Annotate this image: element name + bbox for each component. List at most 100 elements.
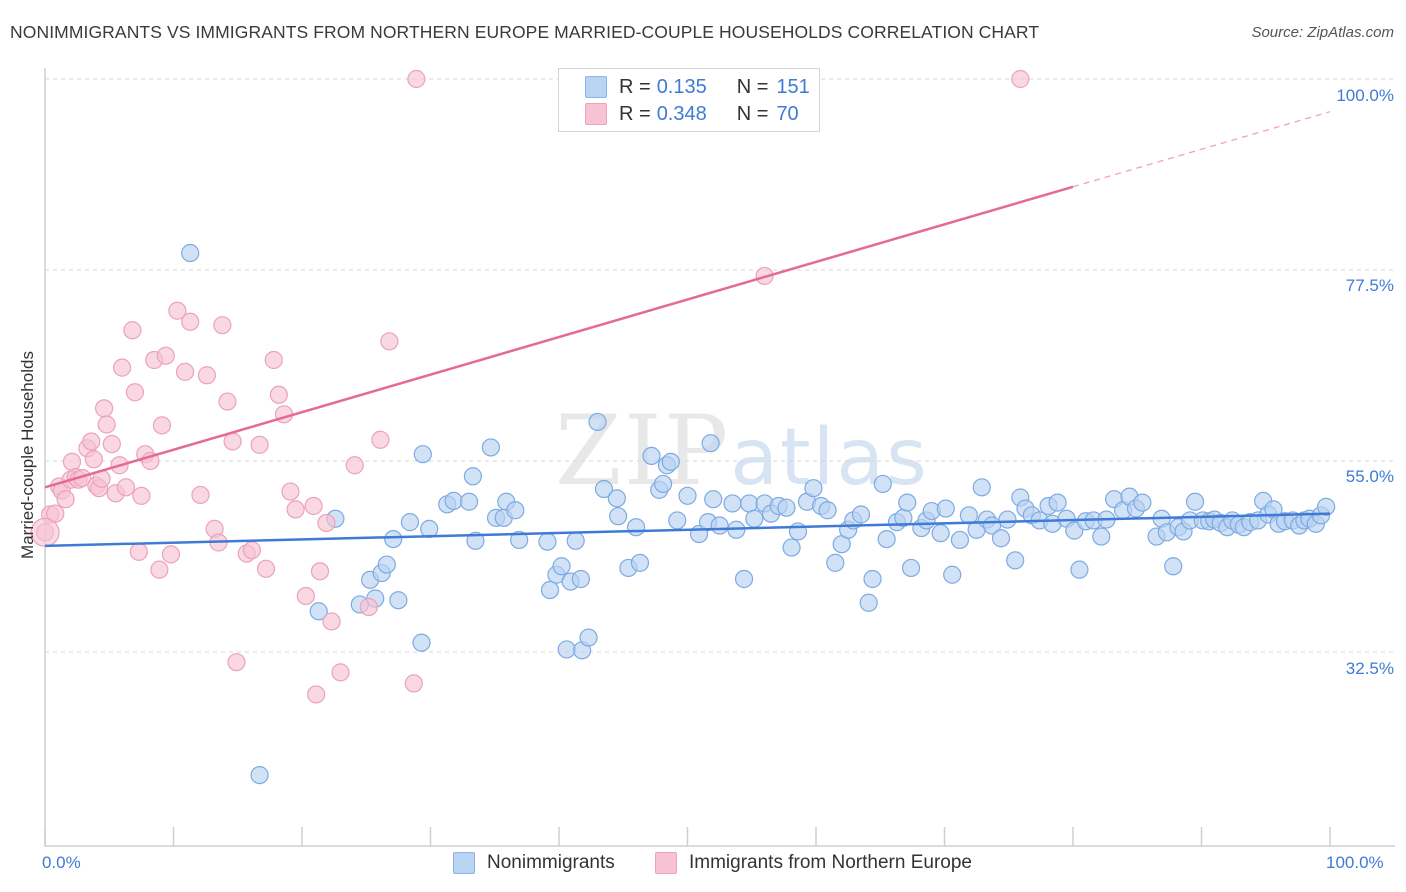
nonimmigrant-point	[481, 438, 500, 457]
immigrant-point	[116, 478, 136, 497]
nonimmigrant-point	[510, 530, 529, 550]
legend-item-immigrants[interactable]: Immigrants from Northern Europe	[655, 852, 972, 874]
nonimmigrant-point	[1092, 527, 1111, 546]
immigrant-point	[56, 490, 75, 509]
immigrant-point	[345, 456, 364, 475]
legend-label-immigrants: Immigrants from Northern Europe	[689, 852, 972, 873]
immigrant-point	[371, 430, 390, 449]
nonimmigrant-point	[463, 467, 483, 486]
immigrant-cluster-point	[30, 517, 60, 547]
immigrant-point	[97, 415, 116, 434]
nonimmigrant-point	[734, 569, 754, 589]
immigrant-point	[213, 316, 232, 335]
nonimmigrant-point	[506, 501, 525, 520]
nonimmigrant-point	[1185, 492, 1205, 511]
nonimmigrant-point	[863, 569, 882, 589]
immigrant-point	[227, 653, 246, 672]
nonimmigrant-point	[873, 474, 892, 494]
nonimmigrant-point	[701, 434, 720, 453]
nonimmigrant-point	[745, 509, 764, 528]
immigrant-point	[84, 450, 103, 469]
nonimmigrant-point	[413, 445, 432, 464]
nonimmigrant-point	[851, 505, 871, 524]
immigrant-point	[102, 434, 121, 454]
immigrant-point	[218, 392, 237, 411]
nonimmigrant-point	[777, 498, 796, 517]
nonimmigrant-trendline	[44, 512, 1331, 548]
chart-title: NONIMMIGRANTS VS IMMIGRANTS FROM NORTHER…	[10, 22, 1040, 42]
y-tick-77-5: 77.5%	[1345, 276, 1394, 295]
nonimmigrant-point	[901, 558, 921, 578]
source-label: Source: ZipAtlas.com	[1251, 24, 1394, 41]
nonimmigrant-point	[1164, 557, 1183, 576]
nonimmigrant-point	[1133, 493, 1152, 512]
legend-swatch-blue	[585, 76, 607, 98]
immigrant-point	[156, 346, 175, 365]
immigrant-point	[331, 663, 350, 682]
immigrant-point	[322, 612, 341, 631]
nonimmigrant-point	[607, 489, 626, 508]
nonimmigrant-point	[579, 628, 598, 647]
legend-r-label: R =	[619, 102, 651, 125]
y-axis-label: Married-couple Households	[18, 351, 37, 559]
legend-swatch-pink	[655, 852, 677, 874]
nonimmigrant-point	[936, 499, 955, 518]
nonimmigrant-point	[653, 474, 673, 494]
nonimmigrant-point	[309, 602, 328, 621]
immigrant-point	[191, 485, 210, 505]
nonimmigrant-point	[400, 513, 420, 532]
nonimmigrant-point	[877, 529, 896, 549]
nonimmigrant-point	[950, 530, 970, 550]
immigrant-point	[62, 452, 82, 471]
nonimmigrant-point	[630, 553, 650, 572]
nonimmigrant-point	[710, 516, 729, 535]
nonimmigrant-point	[1317, 497, 1336, 516]
immigrant-point	[197, 366, 217, 385]
nonimmigrant-point	[804, 479, 823, 498]
nonimmigrant-point	[1070, 560, 1089, 579]
nonimmigrant-point	[788, 522, 808, 541]
immigrant-point	[359, 597, 378, 617]
nonimmigrant-point	[384, 529, 403, 549]
immigrant-point	[132, 486, 151, 505]
immigrant-point	[304, 496, 323, 516]
nonimmigrant-point	[678, 486, 697, 505]
immigrant-trendline-extension	[1072, 111, 1331, 188]
nonimmigrant-point	[859, 593, 878, 612]
immigrant-point	[380, 332, 399, 351]
nonimmigrant-point	[552, 557, 571, 576]
immigrant-point	[150, 560, 169, 579]
watermark-atlas: atlas	[730, 413, 929, 503]
nonimmigrant-point	[898, 493, 917, 512]
nonimmigrant-point	[444, 491, 463, 510]
nonimmigrant-point	[459, 492, 479, 511]
immigrant-point	[264, 350, 283, 370]
nonimmigrant-point	[943, 565, 962, 584]
nonimmigrant-point	[723, 494, 742, 513]
nonimmigrant-point	[931, 524, 950, 543]
legend-n-label: N =	[736, 75, 769, 98]
nonimmigrant-point	[557, 640, 576, 659]
immigrant-point	[286, 500, 305, 519]
nonimmigrant-point	[466, 531, 485, 550]
stats-legend: R = 0.135 N = 151 R = 0.348 N = 70	[558, 68, 820, 132]
legend-item-nonimmigrants[interactable]: Nonimmigrants	[453, 852, 615, 874]
nonimmigrant-point	[389, 591, 408, 610]
legend-row-blue: R = 0.135 N = 151	[585, 75, 810, 99]
immigrant-point	[310, 562, 330, 581]
nonimmigrant-point	[782, 538, 801, 557]
nonimmigrant-point	[538, 532, 557, 551]
immigrant-point	[296, 586, 315, 606]
x-tick-min: 0.0%	[42, 853, 81, 872]
immigrant-point	[82, 432, 101, 451]
immigrant-point	[223, 432, 242, 451]
legend-n-value: 151	[776, 75, 810, 98]
immigrant-point	[307, 685, 326, 704]
immigrant-point	[125, 383, 145, 402]
immigrant-point	[123, 321, 142, 340]
immigrant-point	[250, 435, 269, 454]
nonimmigrant-point	[181, 243, 200, 263]
legend-swatch-blue	[453, 852, 475, 874]
nonimmigrant-point	[566, 531, 585, 550]
